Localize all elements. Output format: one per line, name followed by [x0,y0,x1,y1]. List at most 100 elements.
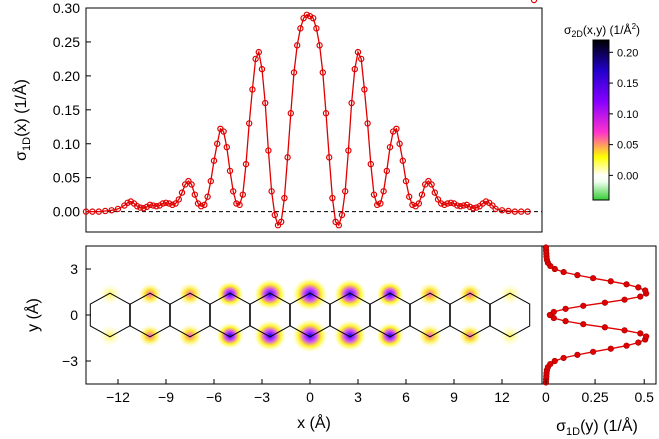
hexagon-ring [489,292,531,338]
top-data-point [274,222,282,229]
heatmap-ytick-label: −3 [62,353,78,369]
top-data-point [204,193,211,200]
top-data-point [370,191,378,198]
top-data-point [178,189,186,196]
top-data-point [213,140,221,147]
top-data-point [313,25,320,32]
density-blob [98,325,122,347]
top-ytick-label: 0.30 [53,0,80,16]
side-data-point [623,342,630,349]
top-data-point [466,203,474,211]
side-data-point [574,351,581,358]
top-data-point [245,120,253,127]
top-data-point [114,205,122,213]
top-data-point [262,99,269,107]
top-data-point [367,160,374,168]
top-data-point [530,0,538,4]
top-data-point [133,203,141,210]
hexagon-ring [369,292,411,338]
top-ytick-label: 0.20 [53,68,80,84]
side-xtick-label: 0 [542,389,550,405]
top-data-point [342,188,349,195]
top-data-point [310,14,317,22]
top-data-point [249,86,256,93]
colorbar-gradient [592,39,610,201]
side-data-point [637,293,644,300]
top-data-point [191,191,198,198]
top-data-point [223,143,230,151]
heatmap-xtick-label: 0 [306,389,314,405]
colorbar-tick-label: 0.10 [617,109,638,121]
heatmap-xtick-label: 9 [450,389,458,405]
density-blob [334,279,366,310]
top-data-point [159,200,166,207]
density-blob [254,279,286,310]
top-data-point [265,147,272,154]
top-data-point [444,200,451,207]
top-data-point [441,201,448,209]
heatmap-xtick-label: −3 [254,389,270,405]
side-data-point [621,327,628,334]
top-data-point [473,204,480,211]
top-data-point [229,188,237,195]
top-data-point [290,69,298,76]
top-data-point [457,203,464,210]
hexagon-ring [249,292,291,338]
density-blob [98,283,122,305]
top-data-point [402,177,410,185]
top-data-point [498,207,506,214]
top-data-point [162,199,170,207]
side-data-point [551,357,558,365]
top-data-point [268,188,275,195]
top-ytick-label: 0.05 [53,170,80,186]
top-data-point [428,181,435,188]
side-data-point [637,330,644,337]
top-data-point [447,199,454,207]
top-data-point [338,211,346,219]
top-data-point [332,218,339,226]
density-blob [376,281,404,308]
top-data-point [165,200,173,207]
top-data-point [383,167,390,175]
density-blob [498,325,522,347]
density-blob [177,324,203,348]
top-data-point [351,65,358,73]
top-data-point [82,208,90,215]
density-blob [177,282,203,306]
top-data-point [146,201,154,209]
top-data-point [489,202,496,209]
top-data-point [297,25,304,32]
top-data-point [281,194,288,202]
colorbar-tick-label: 0.15 [617,78,638,90]
top-data-point [300,14,307,22]
colorbar-tick-label: 0.05 [617,140,638,152]
side-data-point [642,287,649,294]
colorbar-tick-label: 0.00 [617,170,638,182]
top-data-point [284,154,291,161]
top-ytick-label: 0.25 [53,34,80,50]
top-data-point [377,200,384,207]
top-data-point [153,203,160,210]
heatmap-ylabel: y (Å) [23,298,42,332]
top-ylabel: σ1D(x) (1/Å) [11,79,33,161]
top-data-point [406,193,413,200]
side-data-point [580,302,587,309]
density-blob [254,320,286,351]
side-data-point [560,268,567,276]
hexagon-ring [449,292,491,338]
top-data-point [124,199,131,207]
hexagon-ring [209,292,251,338]
top-data-point [233,200,240,207]
top-data-point [358,55,365,63]
top-data-point [380,188,387,195]
density-blob [458,324,482,347]
top-data-point [361,86,368,93]
heatmap-xlabel: x (Å) [297,413,331,432]
top-data-point [137,204,144,211]
density-blob [216,281,244,308]
top-data-point [434,196,442,203]
colorbar-tick-label: 0.20 [617,47,638,59]
top-data-point [255,48,262,56]
top-data-point [319,69,326,76]
top-data-point [454,202,461,209]
